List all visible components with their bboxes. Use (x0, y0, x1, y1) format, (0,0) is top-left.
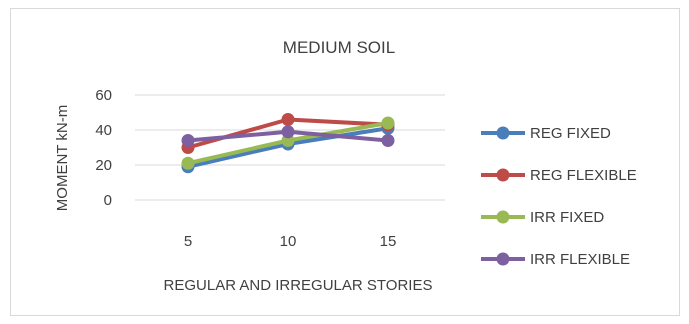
legend-marker (496, 168, 510, 182)
y-tick-labels: 0 20 40 60 (95, 87, 112, 209)
y-tick-label: 40 (95, 122, 112, 139)
series-group (181, 113, 395, 174)
legend-item: REG FLEXIBLE (481, 167, 637, 184)
data-point (181, 156, 195, 170)
chart-frame (10, 8, 680, 316)
legend-item: REG FIXED (481, 125, 611, 142)
data-point (281, 113, 295, 126)
legend-label: IRR FIXED (530, 209, 604, 226)
y-tick-label: 20 (95, 157, 112, 174)
data-point (281, 125, 295, 139)
legend-marker (496, 126, 510, 140)
x-tick-label: 15 (380, 233, 397, 250)
x-tick-label: 10 (280, 233, 297, 250)
y-tick-label: 0 (104, 192, 112, 209)
y-axis-label: MOMENT kN-m (54, 105, 71, 211)
legend-marker (496, 252, 510, 266)
data-point (181, 134, 195, 147)
chart-title: MEDIUM SOIL (283, 38, 395, 57)
legend-label: REG FIXED (530, 125, 611, 142)
y-tick-label: 60 (95, 87, 112, 104)
series-irr-fixed (181, 116, 395, 170)
data-point (381, 134, 395, 147)
x-axis-label: REGULAR AND IRREGULAR STORIES (164, 277, 433, 294)
legend-label: IRR FLEXIBLE (530, 251, 630, 268)
legend-label: REG FLEXIBLE (530, 167, 637, 184)
legend: REG FIXED REG FLEXIBLE IRR FIXED IRR FLEXIB… (481, 125, 637, 268)
x-tick-label: 5 (184, 233, 192, 250)
x-tick-labels: 5 10 15 (184, 233, 397, 250)
legend-item: IRR FIXED (481, 209, 604, 226)
legend-marker (496, 210, 510, 224)
data-point (381, 116, 395, 130)
legend-item: IRR FLEXIBLE (481, 251, 630, 268)
series-irr-flexible (181, 125, 395, 147)
